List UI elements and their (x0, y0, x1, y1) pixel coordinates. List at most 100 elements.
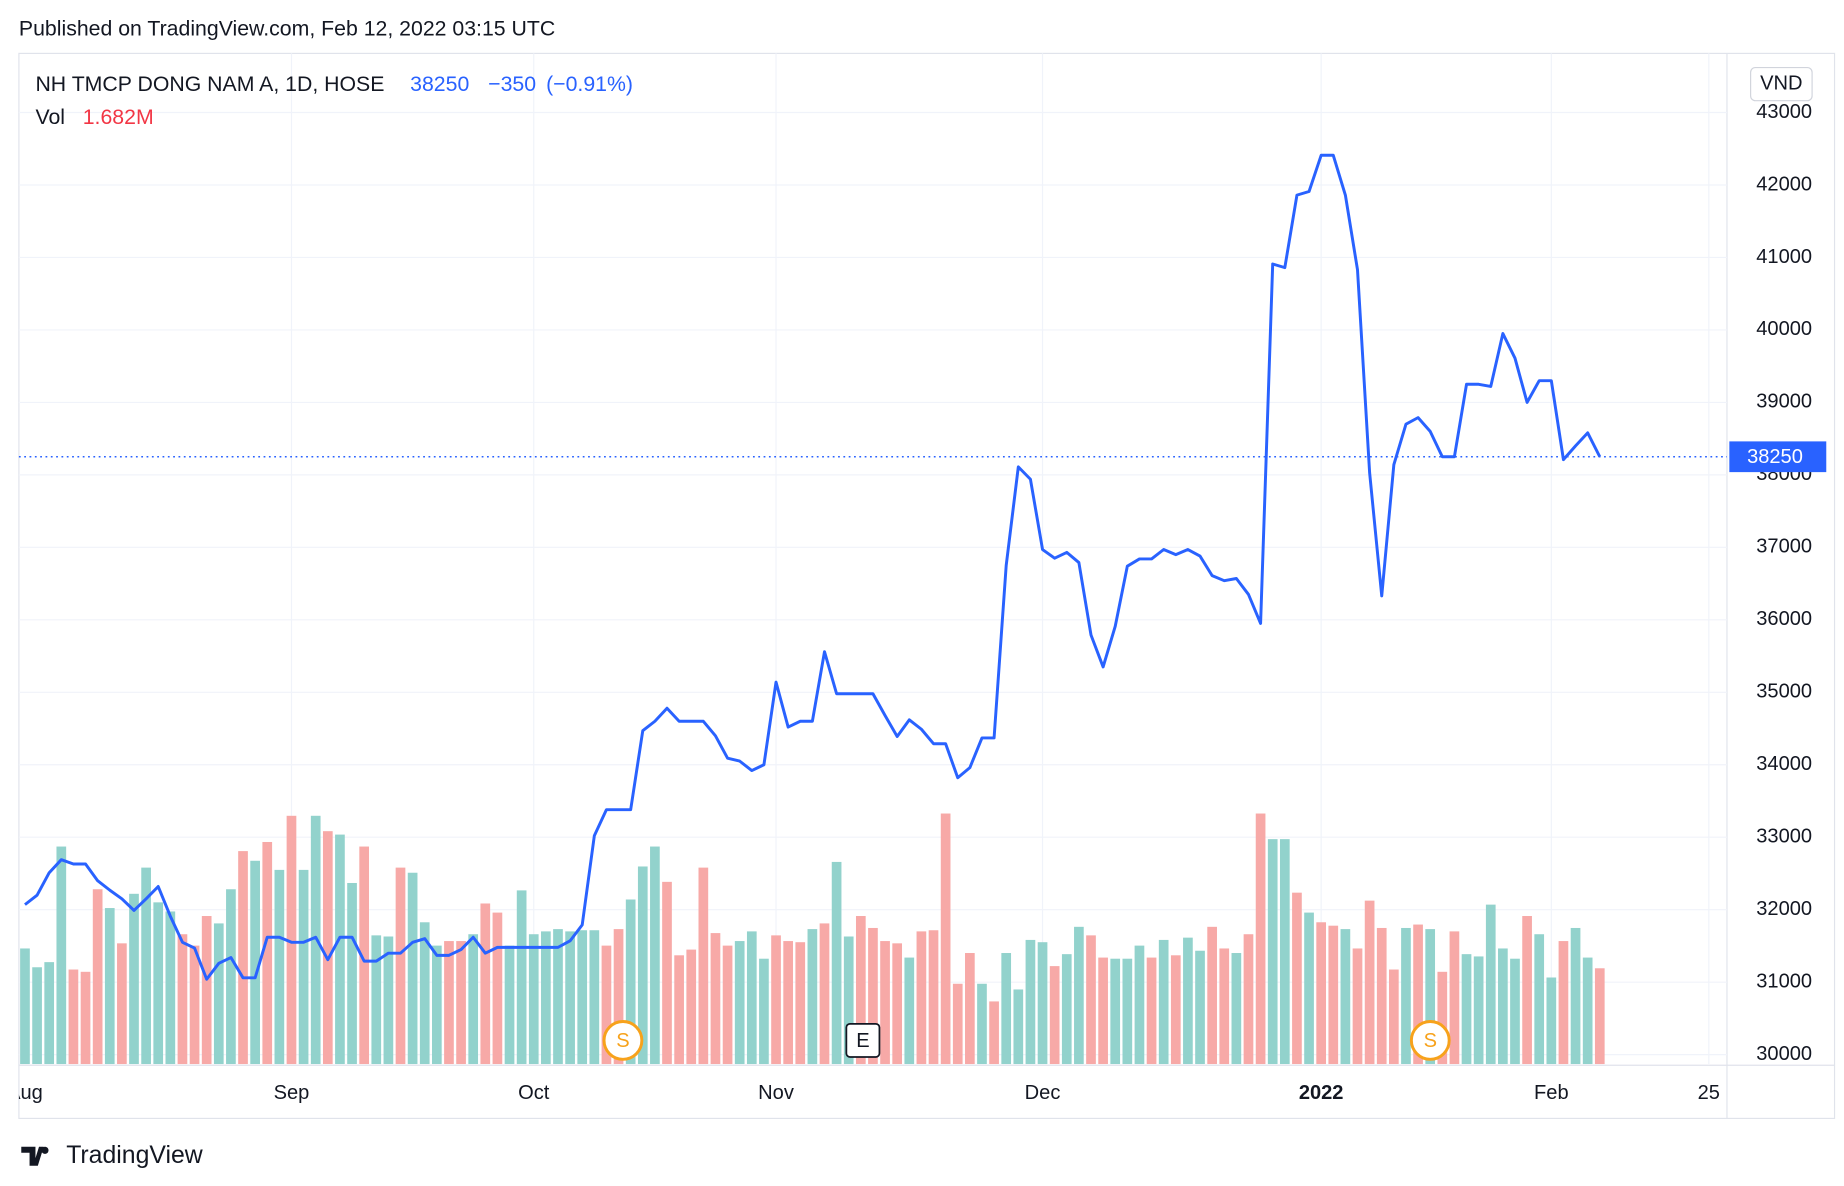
volume-bar (1255, 813, 1266, 1065)
price-line (18, 153, 1727, 981)
y-tick-label: 36000 (1756, 608, 1812, 630)
volume-bar (916, 931, 927, 1065)
volume-bar (528, 934, 539, 1065)
x-tick-label: 25 (1698, 1082, 1720, 1104)
volume-bar (165, 911, 176, 1065)
volume-bar (1001, 953, 1012, 1065)
volume-bar (553, 929, 563, 1065)
x-tick-label: Aug (7, 1082, 43, 1104)
volume-bar (395, 867, 406, 1065)
volume-bar (1013, 989, 1024, 1065)
x-tick-label: Dec (1025, 1082, 1061, 1104)
volume-bar (480, 903, 491, 1065)
y-tick-label: 33000 (1756, 826, 1812, 848)
volume-bar (1328, 925, 1339, 1065)
volume-bar (117, 943, 127, 1065)
volume-bar (1037, 942, 1048, 1065)
volume-bar (1376, 927, 1387, 1065)
event-marker[interactable] (845, 1022, 881, 1058)
volume-bar (177, 934, 188, 1065)
change: −350 (488, 72, 536, 96)
x-tick-label: Oct (518, 1082, 550, 1104)
event-label: E (856, 1030, 869, 1052)
volume-bar (1401, 927, 1411, 1065)
volume-bar (637, 866, 648, 1065)
volume-bar (56, 846, 67, 1065)
volume-bar (565, 931, 575, 1065)
volume-bar (1049, 966, 1060, 1065)
volume-last: 1.682M (83, 105, 154, 129)
volume-bar (601, 945, 612, 1065)
y-axis-labels: 30000 31000 32000 33000 34000 35000 36000 37000… (1756, 101, 1812, 1065)
volume-bar (904, 957, 915, 1065)
volume-bar (650, 846, 660, 1065)
logo: TradingView (21, 1142, 203, 1169)
volume-bar (1558, 941, 1569, 1065)
volume-bar (1195, 950, 1205, 1065)
symbol: NH TMCP DONG NAM A, 1D, HOSE (35, 72, 384, 96)
event-label: S (1424, 1030, 1437, 1052)
volume-bar (262, 841, 273, 1065)
volume-bar (928, 930, 939, 1065)
event-marker (602, 1020, 644, 1061)
logo-icon (21, 1146, 49, 1166)
volume-bar (625, 899, 636, 1065)
volume-bar (468, 934, 479, 1065)
volume-bar (153, 902, 164, 1065)
volume-bar (32, 967, 42, 1065)
volume-bar (662, 881, 672, 1065)
y-tick-label: 40000 (1756, 318, 1812, 340)
volume-bar (1546, 977, 1557, 1065)
volume-bar (20, 948, 30, 1065)
volume-bar (1473, 956, 1484, 1065)
y-tick-label: 31000 (1756, 970, 1812, 992)
volume-bar (1086, 935, 1096, 1065)
volume-bar (795, 942, 806, 1065)
last-price-box (1729, 441, 1827, 473)
x-tick-label: Feb (1534, 1082, 1569, 1104)
volume-bar (1437, 971, 1448, 1065)
volume-bar (371, 935, 382, 1065)
volume-bar (1316, 922, 1327, 1065)
volume-bar (880, 941, 890, 1065)
volume-bar (419, 922, 430, 1065)
volume-bar (383, 936, 394, 1065)
volume-bar (710, 933, 721, 1065)
volume-bar (965, 953, 975, 1065)
volume-bar (1219, 948, 1230, 1065)
volume-bar (286, 815, 297, 1065)
volume-bar (1485, 904, 1496, 1065)
volume-bar (1449, 931, 1460, 1065)
event-label: S (616, 1030, 629, 1052)
volume-bar (492, 912, 503, 1065)
volume-bar (80, 971, 91, 1065)
published-note: Published on TradingView.com, Feb 12, 20… (19, 16, 555, 40)
volume-bar (250, 860, 260, 1065)
volume-bar (1498, 948, 1508, 1065)
volume-bar (819, 923, 830, 1065)
volume-bar (1425, 929, 1436, 1065)
volume-bar (431, 945, 442, 1065)
last-price: 38250 (410, 72, 469, 96)
volume-bar (1231, 953, 1242, 1065)
event-marker (1409, 1020, 1451, 1061)
volume-bar (359, 846, 370, 1065)
chart-frame (18, 52, 1836, 1120)
volume-bar (746, 931, 757, 1065)
x-tick-label: Nov (758, 1082, 794, 1104)
volume-bar (189, 945, 200, 1065)
y-tick-label: 42000 (1756, 173, 1812, 195)
currency-box[interactable] (1750, 66, 1813, 102)
volume-bar (347, 882, 357, 1065)
volume-bar (1243, 934, 1254, 1065)
volume-bar (807, 929, 818, 1065)
volume-bar (1364, 900, 1375, 1065)
volume-bar (1267, 839, 1278, 1065)
volume-bar (771, 935, 781, 1065)
volume-bar (1122, 958, 1133, 1065)
axis-labels: Aug Sep Oct Nov Dec 2022 Feb 25 (7, 1082, 1720, 1104)
volume-bar (674, 955, 684, 1065)
logo-text: TradingView (66, 1142, 203, 1169)
volume-bar (1110, 958, 1121, 1065)
